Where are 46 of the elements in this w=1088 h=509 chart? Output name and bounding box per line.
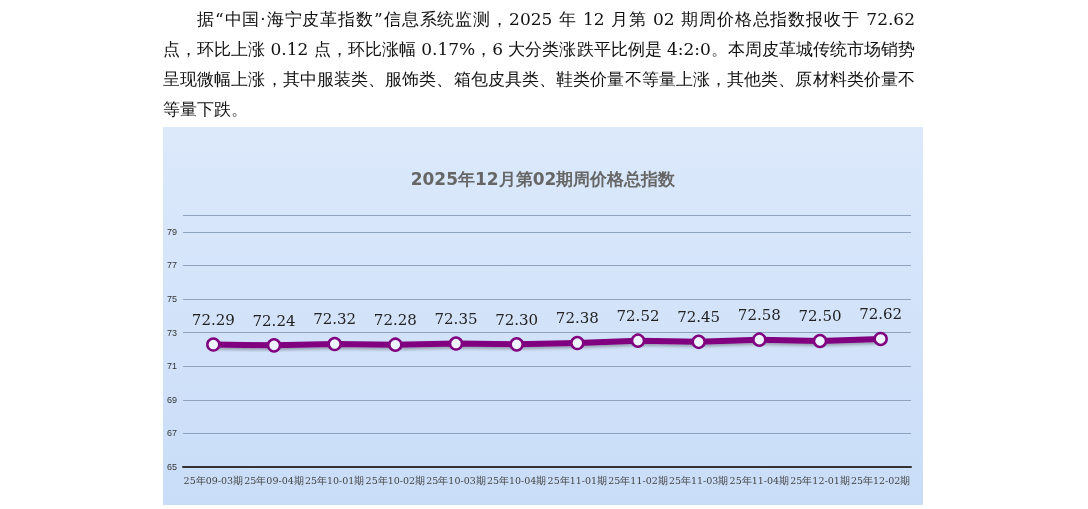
point [570, 335, 585, 351]
x-tick-label: 25年10-03期 [426, 474, 486, 486]
y-tick-label: 75 [166, 294, 177, 304]
point [812, 333, 828, 349]
x-tick-label: 25年11-04期 [729, 474, 790, 486]
data-label: 72.52 [616, 306, 660, 325]
x-tick-label: 25年11-03期 [668, 474, 729, 486]
chart-title: 2025年12月第02期周价格总指数 [410, 168, 677, 189]
x-tick-label: 25年12-02期 [850, 474, 911, 486]
y-tick-label: 69 [166, 394, 177, 405]
x-tick-label: 25年09-04期 [244, 474, 304, 486]
y-tick-label: 67 [166, 428, 177, 439]
data-label: 72.45 [677, 308, 721, 327]
x-tick-label: 25年11-01期 [547, 474, 608, 486]
data-label: 72.35 [434, 309, 478, 328]
point [448, 336, 464, 351]
point [388, 337, 403, 352]
data-label: 72.38 [555, 309, 599, 328]
point [327, 336, 342, 352]
x-tick-label: 25年11-02期 [608, 474, 668, 486]
x-tick-label: 25年10-02期 [365, 474, 426, 486]
y-tick-label: 65 [166, 462, 177, 472]
y-tick-label: 77 [166, 260, 177, 271]
x-tick-label: 25年10-01期 [304, 474, 365, 486]
point [509, 337, 524, 352]
y-tick-label: 71 [166, 361, 177, 372]
x-tick-label: 25年09-03期 [183, 474, 244, 486]
y-tick-label: 73 [166, 327, 177, 338]
point [691, 334, 706, 350]
data-label: 72.28 [373, 310, 417, 329]
y-tick-label: 79 [166, 226, 177, 237]
data-label: 72.32 [313, 310, 357, 329]
data-label: 72.30 [495, 310, 539, 329]
point [206, 337, 221, 352]
data-label: 72.58 [737, 305, 781, 324]
point [752, 332, 767, 347]
data-label: 72.29 [191, 310, 235, 329]
x-tick-label: 25年10-04期 [486, 474, 547, 486]
data-label: 72.24 [252, 311, 296, 330]
point [630, 333, 646, 348]
text: 据“中国·海宁皮革指数”信息系统监测，2025 年 12 月第 02 期周价格总指数报收于 72.62 点，环比上涨 0.12 点，环比涨幅 0.17%，6 大分类涨跌平比例是 4:2:0。本周皮革城传统市场销势呈现微幅上涨，其中服装类、服饰类、箱包皮具类、鞋类价量不等量上涨，其他类、原材料类价量不等量下跌。 [163, 8, 915, 121]
point [266, 338, 282, 353]
x-tick-label: 25年12-01期 [790, 474, 850, 486]
data-label: 72.50 [798, 307, 842, 326]
data-label: 72.62 [859, 305, 903, 324]
point [873, 331, 888, 347]
